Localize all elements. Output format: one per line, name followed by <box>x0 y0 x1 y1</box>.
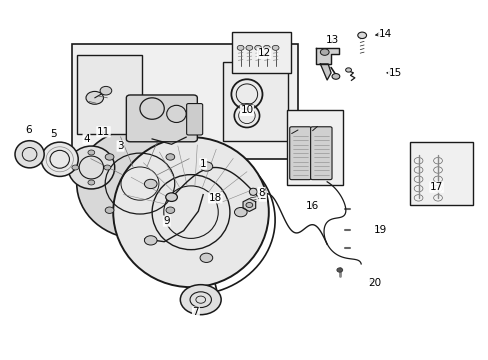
Ellipse shape <box>41 142 78 176</box>
Circle shape <box>86 91 103 104</box>
Bar <box>72 44 297 158</box>
Ellipse shape <box>113 137 268 287</box>
Ellipse shape <box>77 128 203 239</box>
Polygon shape <box>243 199 255 211</box>
Circle shape <box>165 154 174 160</box>
Text: 6: 6 <box>25 125 31 135</box>
Circle shape <box>144 179 157 189</box>
Circle shape <box>88 180 95 185</box>
Text: 19: 19 <box>373 225 386 235</box>
Circle shape <box>336 268 342 272</box>
Circle shape <box>165 207 174 213</box>
Text: 15: 15 <box>388 68 401 78</box>
FancyBboxPatch shape <box>289 127 310 180</box>
Polygon shape <box>316 48 339 64</box>
Text: 4: 4 <box>83 134 90 144</box>
Text: 14: 14 <box>378 28 391 39</box>
Circle shape <box>245 45 252 50</box>
FancyBboxPatch shape <box>126 95 197 142</box>
Circle shape <box>331 73 339 79</box>
Text: 3: 3 <box>117 141 123 151</box>
Circle shape <box>72 165 79 170</box>
Circle shape <box>100 86 112 95</box>
Circle shape <box>272 45 279 50</box>
Ellipse shape <box>180 285 221 315</box>
Text: 18: 18 <box>208 193 222 203</box>
Text: 5: 5 <box>50 129 57 139</box>
Circle shape <box>234 207 246 217</box>
Circle shape <box>105 154 114 160</box>
Circle shape <box>357 32 366 39</box>
Text: 2: 2 <box>259 191 266 201</box>
Circle shape <box>200 162 212 171</box>
Bar <box>77 55 142 134</box>
Text: 10: 10 <box>240 105 253 115</box>
Ellipse shape <box>249 188 257 195</box>
Circle shape <box>320 49 328 55</box>
Circle shape <box>254 45 261 50</box>
Bar <box>286 111 342 185</box>
Text: 20: 20 <box>367 278 381 288</box>
Text: 11: 11 <box>97 127 110 137</box>
Text: 17: 17 <box>429 182 442 192</box>
Text: 7: 7 <box>192 307 199 317</box>
Circle shape <box>200 253 212 262</box>
Circle shape <box>104 165 111 170</box>
FancyBboxPatch shape <box>310 127 331 180</box>
Text: 8: 8 <box>258 188 264 198</box>
Ellipse shape <box>68 146 115 189</box>
Circle shape <box>144 236 157 245</box>
Circle shape <box>263 45 270 50</box>
Circle shape <box>165 193 177 202</box>
FancyBboxPatch shape <box>186 104 202 135</box>
Bar <box>409 143 472 205</box>
Text: 1: 1 <box>200 159 206 169</box>
Polygon shape <box>320 64 330 80</box>
Bar <box>232 32 290 73</box>
Text: 9: 9 <box>163 216 170 226</box>
Circle shape <box>237 45 244 50</box>
Text: 12: 12 <box>257 48 270 58</box>
Text: 16: 16 <box>305 201 319 211</box>
Text: 13: 13 <box>325 35 338 45</box>
Circle shape <box>245 203 252 207</box>
Circle shape <box>345 68 351 72</box>
Circle shape <box>88 150 95 155</box>
Ellipse shape <box>15 141 44 168</box>
Bar <box>222 62 287 141</box>
Circle shape <box>105 207 114 213</box>
